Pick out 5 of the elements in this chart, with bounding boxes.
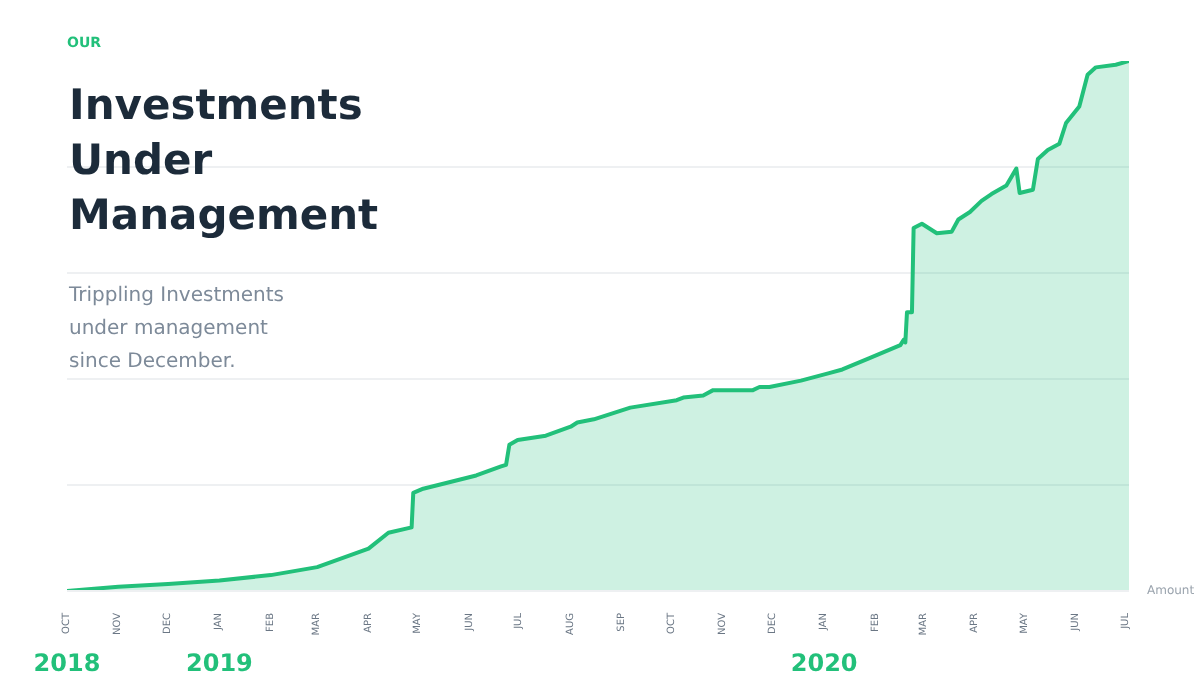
text: 2020 — [790, 649, 858, 676]
text: Investments Under Management — [69, 81, 379, 240]
text: Trippling Investments under management since December. — [67, 285, 284, 373]
text: 2018 — [33, 649, 101, 676]
text: 2019 — [186, 649, 253, 676]
